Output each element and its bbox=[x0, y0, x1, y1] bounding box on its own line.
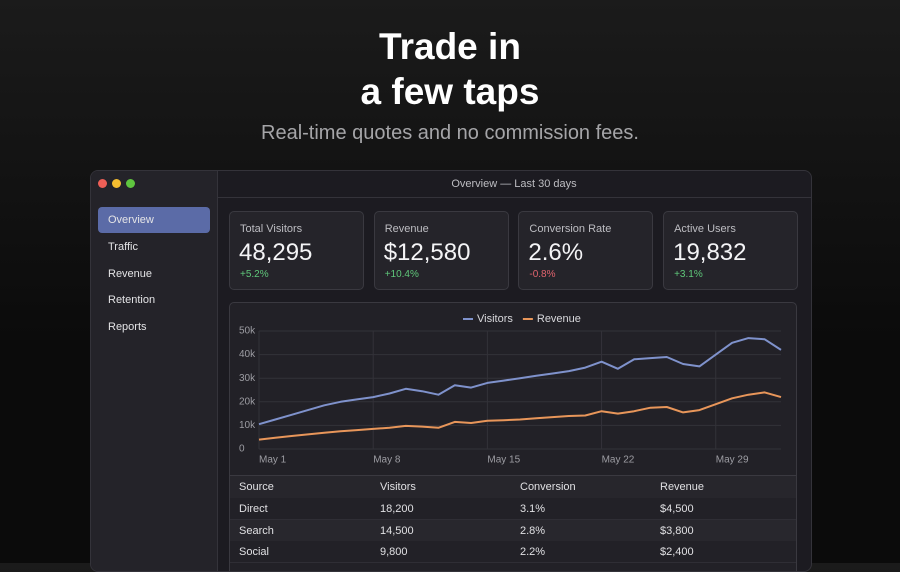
kpi-value: 19,832 bbox=[673, 239, 747, 266]
table-cell: 14,500 bbox=[380, 524, 414, 537]
table-cell: 2.2% bbox=[520, 546, 546, 558]
close-button[interactable] bbox=[98, 179, 107, 188]
table-cell: $3,800 bbox=[660, 524, 694, 537]
y-tick-label: 30k bbox=[239, 373, 256, 384]
kpi-delta: +3.1% bbox=[674, 269, 703, 280]
table-row bbox=[230, 541, 796, 563]
x-tick-label: May 1 bbox=[259, 455, 287, 466]
kpi-delta: +5.2% bbox=[240, 269, 269, 280]
kpi-label: Conversion Rate bbox=[529, 223, 612, 235]
table-cell: 9,800 bbox=[380, 546, 408, 558]
y-tick-label: 20k bbox=[239, 396, 256, 407]
legend-label: Revenue bbox=[537, 313, 581, 325]
x-tick-label: May 8 bbox=[373, 455, 401, 466]
nav-item[interactable]: Reports bbox=[108, 321, 147, 334]
kpi-card: Total Visitors 48,295 +5.2% bbox=[229, 211, 364, 290]
kpi-value: $12,580 bbox=[383, 239, 471, 266]
window-title: Overview — Last 30 days bbox=[217, 171, 811, 198]
chart-panel: 0 10k 20k 30k 40k 50k May 1 May 8 May 15 May 22 Ma… bbox=[229, 302, 797, 571]
line-series bbox=[258, 391, 782, 441]
kpi-delta: +10.4% bbox=[384, 269, 419, 280]
headline: a few taps bbox=[360, 71, 540, 112]
x-tick-label: May 22 bbox=[602, 455, 635, 466]
table-cell: $4,500 bbox=[660, 503, 694, 515]
kpi-card: Conversion Rate 2.6% -0.8% bbox=[518, 211, 654, 290]
subtitle: Real-time quotes and no commission fees. bbox=[261, 122, 639, 144]
kpi-card: Revenue $12,580 +10.4% bbox=[373, 211, 509, 290]
data-table: Source Visitors Conversion Revenue Direct 18,… bbox=[230, 475, 796, 571]
table-row bbox=[230, 498, 796, 520]
x-tick-label: May 29 bbox=[716, 455, 749, 466]
nav-item[interactable]: Retention bbox=[108, 294, 156, 307]
minimize-button[interactable] bbox=[112, 179, 121, 188]
column-header: Conversion bbox=[520, 481, 576, 493]
nav-item[interactable]: Overview bbox=[98, 207, 210, 233]
kpi-value: 48,295 bbox=[239, 239, 313, 266]
kpi-label: Active Users bbox=[674, 223, 736, 235]
kpi-label: Total Visitors bbox=[240, 223, 303, 235]
table-row bbox=[230, 519, 796, 542]
table-cell: Direct bbox=[239, 503, 268, 515]
app-window: Overview Traffic Revenue Retention Reports O… bbox=[90, 170, 812, 572]
table-cell: 2.8% bbox=[520, 524, 546, 537]
sidebar: Overview Traffic Revenue Retention Reports bbox=[91, 171, 218, 571]
kpi-label: Revenue bbox=[384, 223, 429, 235]
table-header bbox=[230, 476, 796, 499]
headline: Trade in bbox=[379, 26, 521, 67]
zoom-button[interactable] bbox=[126, 179, 135, 188]
table-cell: Social bbox=[239, 546, 269, 558]
column-header: Revenue bbox=[660, 481, 705, 493]
y-tick-label: 50k bbox=[239, 326, 256, 337]
y-tick-label: 0 bbox=[239, 444, 245, 455]
kpi-value: 2.6% bbox=[528, 239, 584, 266]
line-series bbox=[258, 337, 782, 426]
kpi-delta: -0.8% bbox=[529, 269, 556, 280]
x-tick-label: May 15 bbox=[487, 455, 520, 466]
y-tick-label: 10k bbox=[239, 420, 256, 431]
table-cell: Search bbox=[239, 524, 274, 537]
nav-item[interactable]: Traffic bbox=[108, 240, 138, 253]
y-tick-label: 40k bbox=[239, 349, 256, 360]
column-header: Visitors bbox=[380, 481, 416, 493]
column-header: Source bbox=[239, 481, 274, 493]
table-cell: 3.1% bbox=[520, 503, 546, 515]
kpi-card: Active Users 19,832 +3.1% bbox=[663, 211, 799, 290]
chart: 0 10k 20k 30k 40k 50k May 1 May 8 May 15 May 22 Ma… bbox=[239, 313, 782, 466]
nav-item[interactable]: Revenue bbox=[108, 267, 153, 280]
table-cell: $2,400 bbox=[660, 546, 694, 558]
legend-label: Visitors bbox=[477, 313, 513, 325]
table-cell: 18,200 bbox=[380, 503, 414, 515]
